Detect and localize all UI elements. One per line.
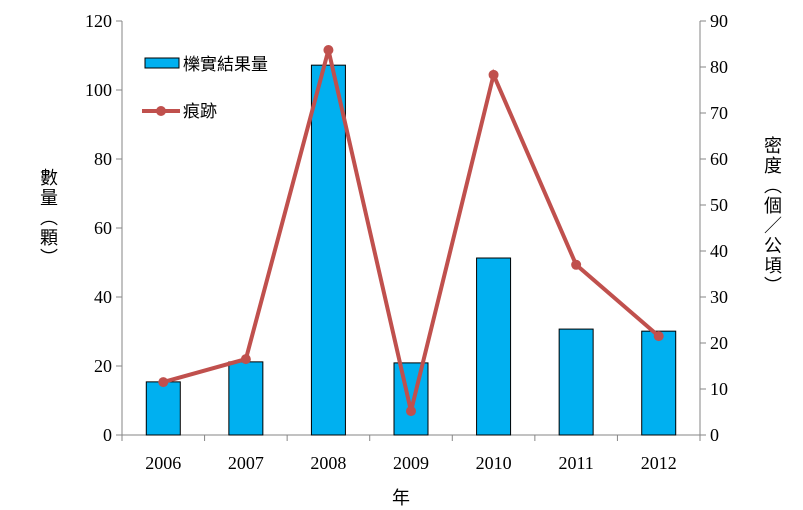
y-tick-label-left: 0	[103, 425, 112, 445]
x-tick-label: 2008	[310, 453, 346, 473]
legend-swatch-bar	[144, 57, 180, 69]
y-tick-label-left: 40	[94, 287, 112, 307]
y-tick-label-right: 50	[710, 195, 728, 215]
y-axis-left-label: 數量（顆）	[37, 168, 58, 268]
y-tick-label-left: 100	[85, 80, 112, 100]
y-tick-label-right: 60	[710, 149, 728, 169]
line-point-2009	[406, 406, 416, 417]
legend-label-line: 痕跡	[183, 102, 217, 122]
bar-2008	[310, 64, 346, 436]
x-tick-label: 2006	[145, 453, 181, 473]
bar-2010	[476, 257, 512, 436]
y-axis-right-label: 密度（個／公頃）	[761, 136, 782, 296]
line-point-2006	[158, 377, 169, 388]
bar-2009	[393, 362, 429, 436]
y-tick-label-right: 90	[710, 11, 728, 31]
bar-2007	[228, 361, 264, 436]
line-point-2011	[571, 259, 582, 270]
y-tick-label-left: 120	[85, 11, 112, 31]
y-tick-label-right: 40	[710, 241, 728, 261]
line-point-2012	[653, 331, 664, 342]
y-tick-label-right: 0	[710, 425, 719, 445]
y-tick-label-right: 80	[710, 57, 728, 77]
bar-2006	[145, 381, 181, 436]
x-tick-label: 2010	[476, 453, 512, 473]
line-point-2008	[323, 44, 334, 55]
legend-label-bar: 櫟實結果量	[183, 55, 268, 75]
x-axis-label: 年	[392, 488, 410, 509]
y-tick-label-right: 20	[710, 333, 728, 353]
bar-2012	[641, 330, 677, 436]
x-tick-label: 2009	[393, 453, 429, 473]
x-tick-label: 2011	[558, 453, 593, 473]
legend-swatch-marker	[156, 106, 166, 116]
y-tick-label-right: 30	[710, 287, 728, 307]
y-tick-label-right: 70	[710, 103, 728, 123]
x-tick-label: 2007	[228, 453, 264, 473]
y-tick-label-left: 20	[94, 356, 112, 376]
y-tick-label-left: 60	[94, 218, 112, 238]
y-tick-label-right: 10	[710, 379, 728, 399]
y-tick-label-left: 80	[94, 149, 112, 169]
bar-2011	[558, 328, 594, 436]
line-point-2007	[240, 354, 251, 365]
line-point-2010	[488, 69, 499, 80]
x-tick-label: 2012	[641, 453, 677, 473]
